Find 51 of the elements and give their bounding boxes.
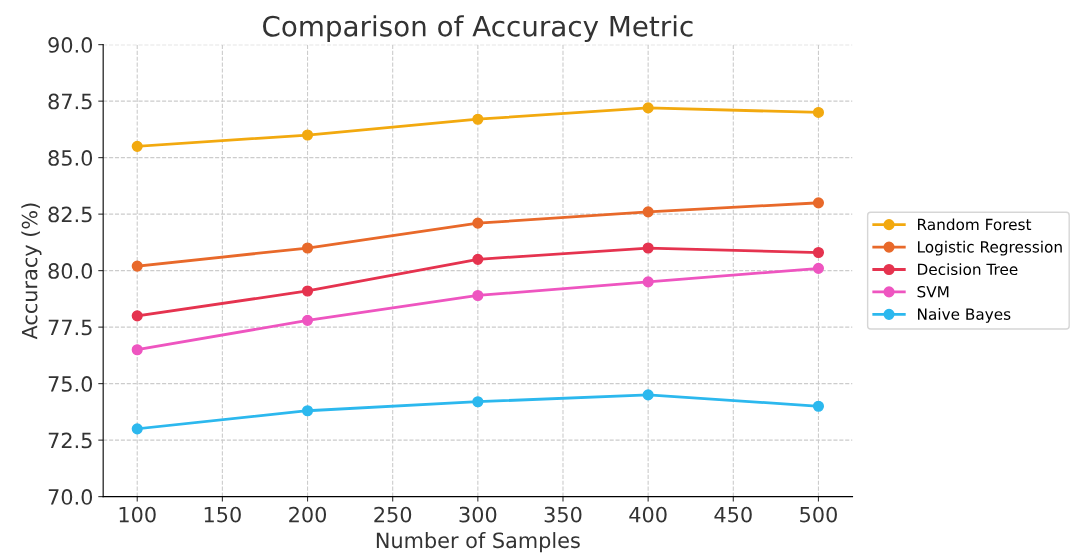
- x-tick-label: 100: [119, 506, 156, 523]
- x-tick-label: 250: [374, 506, 412, 523]
- x-tick-label: 500: [800, 506, 837, 523]
- y-axis-title: Accuracy (%): [21, 203, 42, 340]
- point: [301, 129, 314, 141]
- point: [812, 246, 825, 259]
- point: [301, 285, 314, 297]
- legend-label: Random Forest: [918, 218, 1032, 231]
- point: [131, 310, 143, 322]
- point: [812, 197, 825, 209]
- y-tick-label: 85.0: [48, 150, 93, 166]
- x-tick-label: 450: [714, 506, 752, 523]
- x-tick-label: 200: [289, 506, 327, 523]
- legend-label: SVM: [917, 285, 949, 298]
- point: [812, 262, 825, 274]
- chart-title: Comparison of Accuracy Metric: [263, 15, 693, 43]
- point: [642, 242, 654, 254]
- point: [642, 389, 654, 401]
- point: [642, 102, 654, 114]
- x-tick-label: 400: [629, 506, 667, 523]
- x-tick-label: 350: [544, 506, 582, 523]
- y-tick-label: 70.0: [48, 489, 93, 505]
- point: [472, 217, 484, 229]
- point: [812, 106, 825, 118]
- point: [131, 423, 143, 435]
- point: [301, 242, 314, 254]
- x-tick-label: 300: [459, 506, 497, 523]
- legend-label: Decision Tree: [918, 263, 1018, 276]
- point: [472, 253, 484, 265]
- y-tick-label: 80.0: [48, 263, 93, 279]
- y-tick-label: 90.0: [48, 37, 93, 53]
- x-axis-title: Number of Samples: [376, 532, 580, 553]
- legend-label: Naive Bayes: [918, 308, 1011, 323]
- y-tick-label: 87.5: [48, 93, 92, 110]
- y-tick-label: 72.5: [48, 432, 92, 449]
- y-tick-label: 77.5: [48, 319, 92, 336]
- point: [642, 206, 654, 218]
- x-tick-label: 150: [204, 506, 241, 523]
- point: [472, 113, 484, 125]
- point: [301, 405, 314, 417]
- y-tick-label: 75.0: [48, 376, 93, 392]
- point: [301, 314, 314, 326]
- legend-label: Logistic Regression: [918, 240, 1062, 256]
- point: [131, 140, 143, 152]
- point: [472, 289, 484, 302]
- point: [131, 344, 143, 356]
- point: [812, 400, 825, 412]
- y-tick-label: 82.5: [48, 206, 92, 223]
- point: [472, 396, 484, 408]
- point: [642, 276, 654, 288]
- point: [131, 260, 143, 272]
